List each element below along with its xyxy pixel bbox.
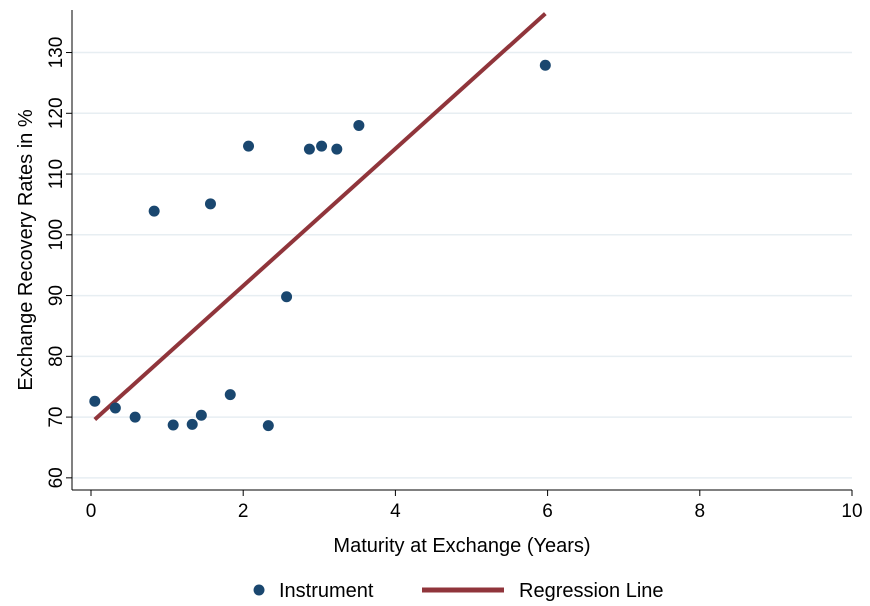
legend-label-regression-line: Regression Line bbox=[519, 580, 664, 602]
data-point bbox=[148, 205, 160, 217]
data-point bbox=[539, 59, 551, 71]
y-tick-label-100: 100 bbox=[46, 219, 67, 251]
gridlines bbox=[72, 51, 852, 479]
y-tick-label-110: 110 bbox=[46, 159, 67, 189]
data-point bbox=[303, 143, 315, 155]
data-point bbox=[89, 395, 101, 407]
data-point bbox=[281, 291, 293, 303]
legend-marker-instrument bbox=[253, 584, 265, 596]
x-tick-label-2: 2 bbox=[238, 501, 249, 522]
data-point bbox=[353, 119, 365, 131]
y-tick-label-60: 60 bbox=[46, 467, 67, 488]
y-tick-label-90: 90 bbox=[46, 285, 67, 306]
x-tick-label-0: 0 bbox=[86, 501, 97, 522]
plot-series bbox=[89, 12, 551, 432]
y-tick-label-80: 80 bbox=[46, 346, 67, 367]
data-point bbox=[331, 143, 343, 155]
data-point bbox=[224, 389, 236, 401]
x-tick-label-4: 4 bbox=[390, 501, 401, 522]
x-tick-label-10: 10 bbox=[841, 501, 862, 522]
y-ticks: 60 70 80 90 100 110 120 130 bbox=[46, 37, 72, 488]
x-tick-label-6: 6 bbox=[542, 501, 553, 522]
data-point bbox=[243, 140, 255, 152]
axes bbox=[71, 10, 852, 491]
y-axis-title: Exchange Recovery Rates in % bbox=[15, 109, 37, 390]
regression-line bbox=[93, 12, 547, 422]
y-tick-label-130: 130 bbox=[46, 37, 67, 69]
data-point bbox=[186, 418, 198, 430]
x-ticks: 0 2 4 6 8 10 bbox=[86, 490, 863, 522]
data-point bbox=[195, 409, 207, 421]
data-point bbox=[316, 140, 328, 152]
data-point bbox=[262, 420, 274, 432]
data-point bbox=[109, 402, 121, 414]
legend-label-instrument: Instrument bbox=[279, 580, 374, 602]
legend: Instrument Regression Line bbox=[253, 580, 664, 602]
x-axis-title: Maturity at Exchange (Years) bbox=[333, 535, 590, 557]
data-point bbox=[167, 419, 179, 431]
data-point bbox=[129, 411, 141, 423]
x-tick-label-8: 8 bbox=[695, 501, 706, 522]
y-tick-label-120: 120 bbox=[46, 97, 67, 129]
data-point bbox=[204, 198, 216, 210]
y-tick-label-70: 70 bbox=[46, 407, 67, 428]
